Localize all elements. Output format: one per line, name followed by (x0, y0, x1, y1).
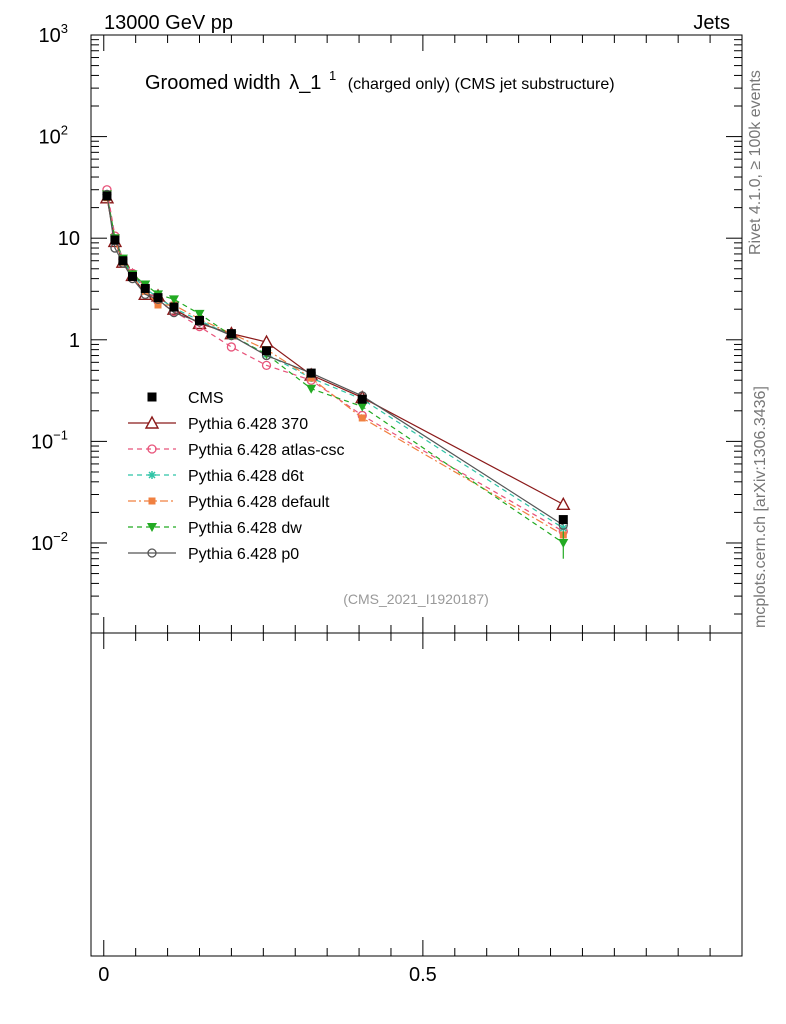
y-tick-label-base: 10 (31, 431, 53, 453)
legend-entry-2: Pythia 6.428 atlas-csc (128, 442, 345, 459)
y-tick-label-exponent: −1 (53, 427, 68, 442)
data-point (118, 256, 128, 266)
series-line (106, 189, 564, 532)
data-point (153, 293, 163, 303)
legend-marker (147, 444, 157, 454)
series-1 (99, 190, 571, 511)
data-point (110, 235, 120, 245)
y-tick-label: 103 (39, 21, 68, 47)
chart-title: Groomed width λ_1 1 (charged only) (CMS … (145, 63, 615, 94)
energy-label: 13000 GeV pp (104, 12, 233, 34)
y-tick-label: 102 (39, 123, 68, 149)
data-point (262, 346, 272, 356)
series-3 (102, 192, 568, 533)
data-point (558, 538, 569, 548)
series-4 (103, 194, 567, 539)
data-point (226, 342, 237, 352)
legend-label: Pythia 6.428 dw (188, 520, 302, 537)
legend-entry-0: CMS (147, 390, 224, 407)
legend-entry-1: Pythia 6.428 370 (128, 415, 308, 433)
rivet-label: Rivet 4.1.0, ≥ 100k events (747, 70, 764, 255)
legend-entry-4: Pythia 6.428 default (128, 494, 330, 511)
series-5 (101, 190, 569, 559)
data-point (261, 360, 272, 371)
legend-marker (148, 471, 156, 479)
y-tick-label: 1 (69, 330, 80, 352)
legend-marker (147, 392, 157, 402)
data-point (306, 384, 317, 394)
data-point (307, 374, 315, 382)
data-point (127, 271, 137, 281)
legend-label: Pythia 6.428 default (188, 494, 330, 511)
legend-label: Pythia 6.428 p0 (188, 546, 299, 563)
title-sub: (charged only) (CMS jet substructure) (348, 76, 615, 93)
data-point (154, 301, 162, 309)
ratio-panel-frame (90, 632, 743, 957)
series-6 (102, 189, 568, 530)
y-tick-label: 10 (58, 228, 80, 250)
legend-label: CMS (188, 390, 224, 407)
data-point (194, 309, 205, 319)
series-layer (99, 185, 571, 559)
data-point (358, 414, 366, 422)
data-point (169, 302, 179, 312)
main-plot-frame (90, 34, 743, 634)
y-tick-label-base: 10 (58, 228, 80, 250)
y-tick-label: 10−1 (31, 427, 68, 453)
legend-marker (147, 548, 157, 558)
legend: CMS Pythia 6.428 370 Pythia 6.428 atlas-cs… (128, 390, 345, 563)
x-tick-label: 0 (98, 964, 109, 986)
y-tick-label-base: 10 (39, 25, 61, 47)
series-line (106, 194, 564, 544)
legend-marker (148, 497, 156, 505)
legend-entry-6: Pythia 6.428 p0 (128, 546, 299, 563)
data-point (168, 295, 179, 305)
y-tick-label: 10−2 (31, 529, 68, 555)
data-point (195, 315, 204, 325)
data-point (226, 329, 236, 339)
star-stroke (148, 471, 156, 479)
data-point (110, 243, 120, 253)
title-superscript: 1 (329, 68, 336, 83)
legend-entry-5: Pythia 6.428 dw (128, 520, 302, 537)
data-point (556, 496, 571, 511)
title-main: Groomed width (145, 72, 281, 94)
legend-entry-3: Pythia 6.428 d6t (128, 468, 304, 485)
data-point (357, 402, 368, 412)
star-stroke (559, 524, 567, 532)
legend-marker (147, 523, 157, 532)
legend-label: Pythia 6.428 d6t (188, 468, 304, 485)
data-point (357, 394, 367, 404)
svg-text:Groomed width λ_1: Groomed width λ_1 1 (charged only) (CMS … (145, 63, 615, 94)
data-point (102, 191, 112, 201)
data-point (306, 368, 316, 378)
x-tick-label: 0.5 (409, 964, 437, 986)
mcplots-label: mcplots.cern.ch [arXiv:1306.3436] (752, 386, 769, 628)
title-symbol: λ_1 (289, 72, 321, 94)
y-tick-label-exponent: 2 (61, 123, 68, 138)
data-point (140, 283, 150, 293)
legend-marker (144, 415, 160, 429)
analysis-id: (CMS_2021_I1920187) (343, 591, 489, 607)
y-tick-label-exponent: 3 (61, 21, 68, 36)
y-tick-label-exponent: −2 (53, 529, 68, 544)
y-tick-label-base: 10 (39, 127, 61, 149)
legend-label: Pythia 6.428 370 (188, 416, 308, 433)
series-line (106, 195, 564, 529)
legend-label: Pythia 6.428 atlas-csc (188, 442, 345, 459)
process-label: Jets (693, 12, 730, 34)
series-0 (102, 191, 568, 525)
y-tick-label-base: 10 (31, 533, 53, 555)
y-tick-label-base: 1 (69, 330, 80, 352)
data-point (558, 515, 568, 525)
